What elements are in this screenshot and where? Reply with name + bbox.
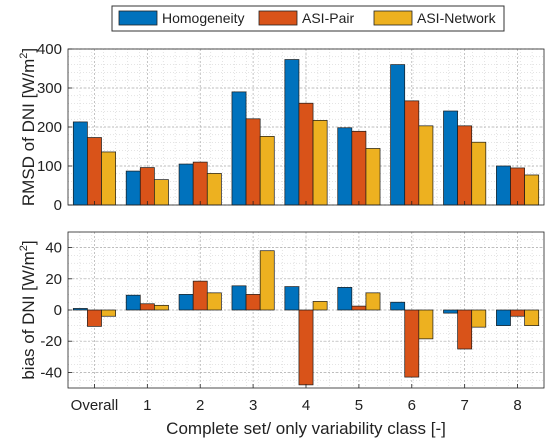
bias-y-tick-label: 20 xyxy=(45,271,62,288)
bias-bar-asi-pair-5 xyxy=(351,305,367,311)
rmsd-bar-homogeneity-2 xyxy=(178,163,194,206)
rmsd-y-tick-label: 100 xyxy=(37,158,62,175)
bias-bar-homogeneity-2 xyxy=(178,294,194,311)
bias-bar-asi-network-3 xyxy=(259,250,275,311)
x-axis-label: Complete set/ only variability class [-] xyxy=(166,419,446,438)
bias-bar-asi-network-8 xyxy=(524,309,540,326)
bias-bar-asi-network-5 xyxy=(365,292,381,311)
bias-bar-homogeneity-8 xyxy=(496,309,511,326)
rmsd-bar-homogeneity-4 xyxy=(284,59,300,206)
bias-bar-asi-pair-4 xyxy=(298,309,314,386)
rmsd-bar-asi-pair-6 xyxy=(404,100,420,206)
rmsd-bar-asi-pair-overall xyxy=(87,137,102,206)
rmsd-y-axis-label: RMSD of DNI [W/m2] xyxy=(18,48,38,206)
legend-label-homogeneity: Homogeneity xyxy=(162,10,245,26)
rmsd-bar-asi-network-4 xyxy=(312,120,328,206)
bias-bar-asi-pair-1 xyxy=(139,303,155,311)
x-tick-label: 8 xyxy=(513,397,521,414)
rmsd-y-tick-label: 300 xyxy=(37,80,62,97)
bias-bar-asi-pair-2 xyxy=(192,280,208,311)
x-tick-label: 6 xyxy=(408,397,416,414)
x-tick-label: 3 xyxy=(249,397,257,414)
rmsd-bar-homogeneity-6 xyxy=(390,64,406,206)
legend: Homogeneity ASI-Pair ASI-Network xyxy=(111,5,505,32)
bias-bar-asi-network-6 xyxy=(418,309,434,340)
legend-label-asi-network: ASI-Network xyxy=(417,10,497,26)
bias-bar-asi-network-overall xyxy=(101,309,116,317)
rmsd-panel: 0 100 200 300 400 RMSD of DNI [W/m2] xyxy=(18,41,545,214)
rmsd-bar-asi-pair-7 xyxy=(457,125,473,206)
rmsd-bar-asi-network-overall xyxy=(101,151,116,206)
bias-bar-asi-network-4 xyxy=(312,301,328,311)
rmsd-y-tick-label: 0 xyxy=(54,197,62,214)
rmsd-bar-asi-pair-3 xyxy=(245,118,261,206)
x-tick-label: 7 xyxy=(460,397,468,414)
rmsd-bar-homogeneity-overall xyxy=(72,121,88,206)
rmsd-bar-asi-network-8 xyxy=(524,174,540,206)
bias-bar-homogeneity-3 xyxy=(231,285,247,311)
rmsd-bar-asi-network-2 xyxy=(206,173,222,206)
bias-y-tick-label: -40 xyxy=(40,364,62,381)
bias-bar-asi-network-2 xyxy=(206,292,222,311)
bias-bar-homogeneity-overall xyxy=(72,308,88,311)
rmsd-bar-asi-network-7 xyxy=(471,141,487,206)
rmsd-bar-asi-pair-8 xyxy=(510,167,525,206)
bias-bar-asi-pair-overall xyxy=(87,309,102,327)
rmsd-bar-asi-network-3 xyxy=(259,136,275,206)
x-tick-label: 5 xyxy=(355,397,363,414)
bias-bar-asi-network-1 xyxy=(154,304,169,311)
x-tick-label: 4 xyxy=(302,397,310,414)
legend-box xyxy=(111,5,505,32)
bias-bar-asi-network-7 xyxy=(471,309,487,328)
bias-bar-asi-pair-8 xyxy=(510,309,525,317)
rmsd-bar-asi-network-6 xyxy=(418,125,434,206)
rmsd-bar-asi-pair-5 xyxy=(351,130,367,206)
legend-swatch-homogeneity xyxy=(118,10,158,26)
bias-y-tick-label: 0 xyxy=(54,302,62,319)
rmsd-bar-homogeneity-3 xyxy=(231,91,247,206)
rmsd-bar-asi-network-1 xyxy=(154,179,169,206)
rmsd-bar-asi-pair-1 xyxy=(139,167,155,206)
rmsd-bar-homogeneity-1 xyxy=(125,170,141,206)
legend-swatch-asi-pair xyxy=(258,10,298,26)
bias-bar-homogeneity-7 xyxy=(443,309,458,314)
bias-y-tick-label: 40 xyxy=(45,240,62,257)
bias-panel: -40 -20 0 20 40 Overall 1 2 3 4 5 6 7 8 bias of DNI [… xyxy=(18,231,545,438)
bias-bar-homogeneity-5 xyxy=(337,287,353,311)
bias-bar-asi-pair-7 xyxy=(457,309,473,350)
bias-bar-homogeneity-4 xyxy=(284,286,300,311)
rmsd-bar-homogeneity-8 xyxy=(496,165,511,206)
bias-bar-asi-pair-3 xyxy=(245,294,261,311)
rmsd-bar-asi-pair-2 xyxy=(192,161,208,206)
bias-bar-homogeneity-1 xyxy=(125,294,141,311)
x-tick-label: Overall xyxy=(71,397,119,414)
bias-bar-homogeneity-6 xyxy=(390,301,406,311)
rmsd-bar-homogeneity-7 xyxy=(443,110,458,206)
rmsd-y-tick-label: 200 xyxy=(37,119,62,136)
bias-bar-asi-pair-6 xyxy=(404,309,420,378)
x-tick-label: 2 xyxy=(196,397,204,414)
rmsd-y-tick-label: 400 xyxy=(37,41,62,58)
rmsd-bar-homogeneity-5 xyxy=(337,127,353,206)
rmsd-bar-asi-pair-4 xyxy=(298,102,314,206)
legend-label-asi-pair: ASI-Pair xyxy=(302,10,354,26)
rmsd-bar-asi-network-5 xyxy=(365,148,381,206)
x-tick-label: 1 xyxy=(143,397,151,414)
legend-swatch-asi-network xyxy=(373,10,413,26)
bias-y-axis-label: bias of DNI [W/m2] xyxy=(18,240,38,379)
bias-y-tick-label: -20 xyxy=(40,333,62,350)
